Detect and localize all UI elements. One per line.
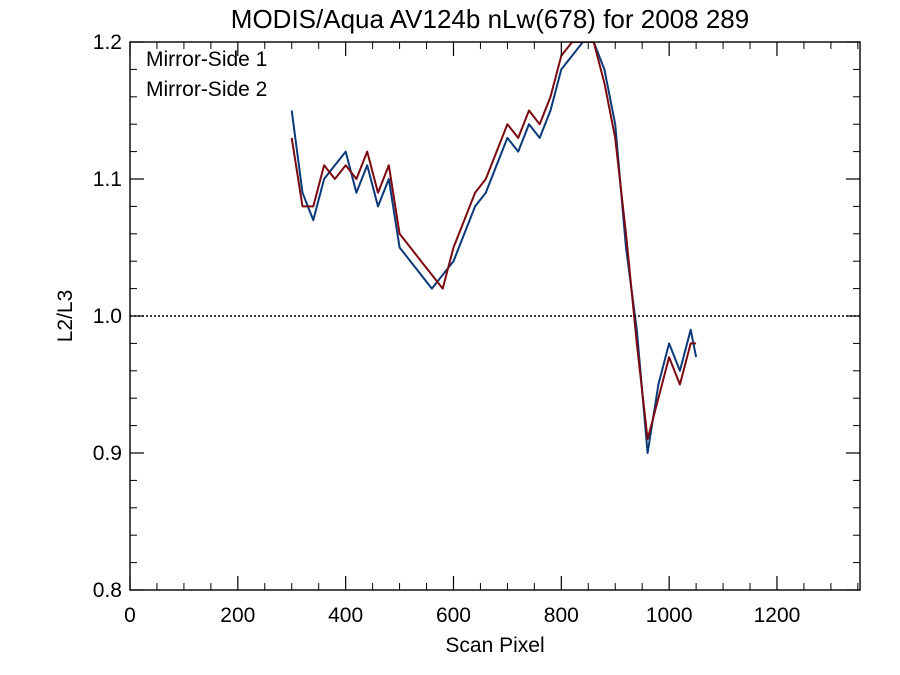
x-axis-label: Scan Pixel bbox=[445, 634, 544, 657]
x-tick-label: 1000 bbox=[646, 604, 693, 627]
axis-ticks: 0 200 400 600 800 1000 1200 0.8 0.9 1.0 1.1 1.2 bbox=[93, 31, 860, 627]
x-tick-label: 1200 bbox=[754, 604, 801, 627]
y-tick-label: 1.1 bbox=[93, 168, 122, 191]
chart-title: MODIS/Aqua AV124b nLw(678) for 2008 289 bbox=[231, 4, 749, 34]
series-line-mirror-side-1 bbox=[290, 42, 698, 454]
y-tick-label: 1.2 bbox=[93, 31, 122, 54]
x-tick-label: 600 bbox=[436, 604, 471, 627]
x-tick-label: 200 bbox=[220, 604, 255, 627]
x-tick-label: 0 bbox=[124, 604, 136, 627]
x-tick-label: 800 bbox=[544, 604, 579, 627]
legend-entry-mirror-side-2: Mirror-Side 2 bbox=[146, 78, 267, 101]
x-tick-label: 400 bbox=[328, 604, 363, 627]
y-tick-label: 0.9 bbox=[93, 442, 122, 465]
y-tick-label: 0.8 bbox=[93, 579, 122, 602]
y-tick-label: 1.0 bbox=[93, 305, 122, 328]
y-axis-label: L2/L3 bbox=[54, 290, 77, 343]
legend-entry-mirror-side-1: Mirror-Side 1 bbox=[146, 48, 267, 71]
series-line-mirror-side-2 bbox=[290, 42, 697, 441]
